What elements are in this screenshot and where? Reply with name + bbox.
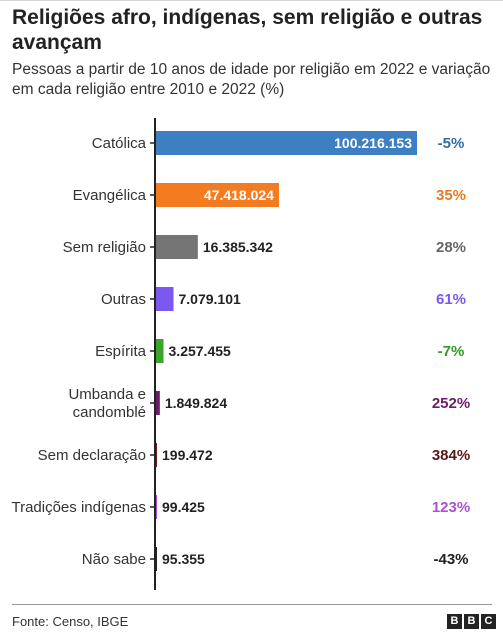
category-label: Não sabe	[82, 551, 146, 568]
top-rule	[0, 0, 503, 1]
category-label: candomblé	[73, 404, 146, 421]
change-label: 384%	[432, 447, 470, 464]
value-label: 16.385.342	[203, 239, 273, 255]
change-label: -43%	[433, 551, 468, 568]
category-label: Outras	[101, 291, 146, 308]
bar	[155, 287, 174, 311]
bar	[155, 235, 198, 259]
category-label: Evangélica	[73, 187, 147, 204]
value-label: 99.425	[162, 499, 205, 515]
bar	[155, 183, 279, 207]
bbc-logo-letter: B	[447, 614, 462, 629]
value-label: 95.355	[162, 551, 205, 567]
bar	[155, 391, 160, 415]
change-label: 252%	[432, 395, 470, 412]
value-label: 199.472	[162, 447, 213, 463]
category-label: Católica	[92, 135, 147, 152]
bbc-logo-letter: B	[464, 614, 479, 629]
value-label: 1.849.824	[165, 395, 227, 411]
change-label: 123%	[432, 499, 470, 516]
value-label: 100.216.153	[334, 135, 412, 151]
bar	[155, 339, 164, 363]
bbc-logo: B B C	[447, 614, 496, 629]
value-label: 7.079.101	[179, 291, 241, 307]
change-label: 28%	[436, 239, 466, 256]
chart-title: Religiões afro, indígenas, sem religião …	[12, 6, 483, 54]
category-label: Tradições indígenas	[11, 499, 146, 516]
change-label: 35%	[436, 187, 466, 204]
category-label: Sem declaração	[38, 447, 146, 464]
value-label: 47.418.024	[204, 187, 274, 203]
bbc-logo-letter: C	[481, 614, 496, 629]
value-label: 3.257.455	[169, 343, 231, 359]
bottom-rule	[12, 604, 492, 605]
change-label: -5%	[438, 135, 465, 152]
bar	[155, 131, 417, 155]
change-label: -7%	[438, 343, 465, 360]
category-label: Espírita	[95, 343, 147, 360]
category-label: Umbanda e	[68, 386, 146, 403]
change-label: 61%	[436, 291, 466, 308]
chart-subtitle: Pessoas a partir de 10 anos de idade por…	[12, 61, 491, 98]
source-note: Fonte: Censo, IBGE	[12, 614, 129, 629]
category-label: Sem religião	[63, 239, 146, 256]
